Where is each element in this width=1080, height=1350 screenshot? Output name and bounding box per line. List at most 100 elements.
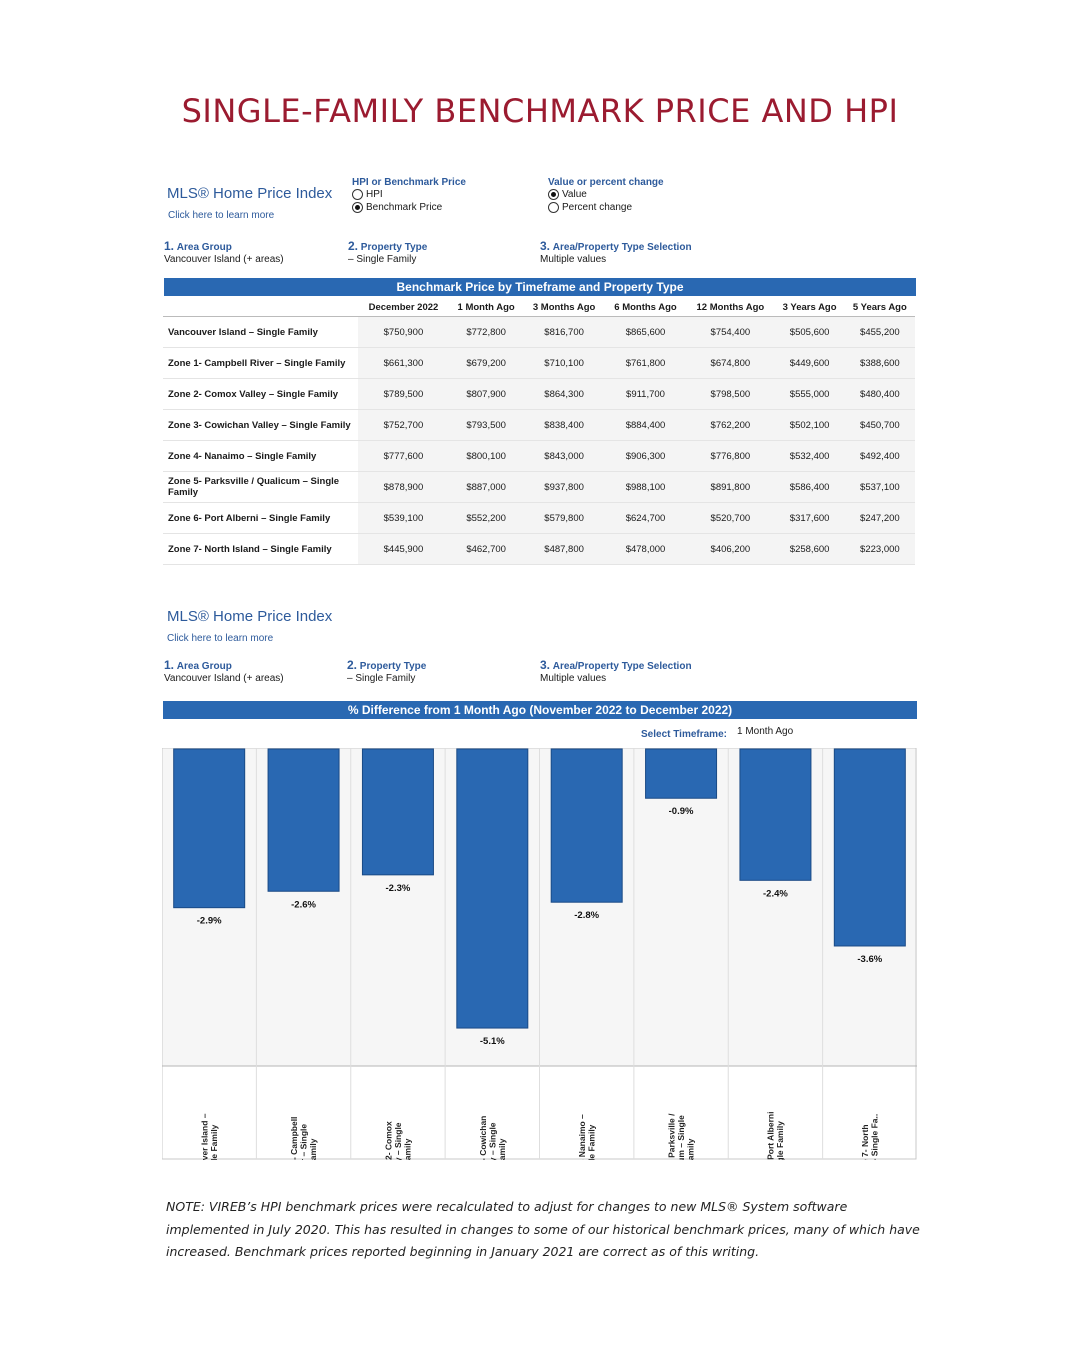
row-area-name: Zone 1- Campbell River – Single Family	[163, 347, 358, 379]
chart-category-label-line: Zone 7- North	[860, 1124, 870, 1160]
table-cell-price: $884,400	[604, 409, 687, 441]
step-area-group-2[interactable]: 1. Area Group Vancouver Island (+ areas)	[164, 659, 284, 685]
step-value: Vancouver Island (+ areas)	[164, 254, 284, 265]
chart-bar	[173, 748, 246, 909]
radio-label: HPI	[366, 189, 383, 200]
table-header-blank	[163, 298, 358, 317]
radio-hpi[interactable]: HPI	[352, 189, 383, 200]
radio-label: Benchmark Price	[366, 202, 443, 213]
radio-circle-icon[interactable]	[352, 189, 363, 200]
step-property-type-2[interactable]: 2. Property Type – Single Family	[347, 659, 426, 685]
table-cell-price: $552,200	[448, 502, 524, 534]
table-cell-price: $505,600	[774, 316, 845, 348]
table-header: 3 Months Ago	[523, 298, 605, 317]
table-cell-price: $462,700	[448, 533, 524, 565]
chart-category-label: Zone 5- Parksville /Qualicum – SingleFam…	[667, 1113, 696, 1160]
step-value: – Single Family	[348, 254, 417, 265]
radio-label: Value	[562, 189, 587, 200]
table-cell-price: $816,700	[523, 316, 605, 348]
chart-data-label: -3.6%	[857, 954, 882, 965]
table-cell-price: $586,400	[774, 471, 845, 503]
radio-label: Percent change	[562, 202, 633, 213]
table-header: December 2022	[358, 298, 449, 317]
chart-bar	[833, 748, 906, 947]
step-area-property-selection[interactable]: 3. Area/Property Type Selection Multiple…	[540, 240, 692, 266]
table-cell-price: $937,800	[523, 471, 605, 503]
pct-difference-chart: -2.9%Vancouver Island –Single Family-2.6…	[162, 748, 917, 1160]
table-cell-price: $223,000	[844, 533, 915, 565]
benchmark-table-banner: Benchmark Price by Timeframe and Propert…	[164, 278, 916, 296]
table-cell-price: $445,900	[358, 533, 449, 565]
table-cell-price: $752,700	[358, 409, 449, 441]
radio-circle-icon[interactable]	[548, 202, 559, 213]
table-cell-price: $317,600	[774, 502, 845, 534]
radio-selected-icon[interactable]	[352, 202, 363, 213]
chart-category-label-line: Zone 5- Parksville /	[667, 1113, 677, 1160]
chart-category-label-line: Single Family	[586, 1124, 596, 1160]
table-row: Zone 4- Nanaimo – Single Family $777,600 $…	[163, 440, 915, 472]
chart-category-label: Zone 1- CampbellRiver – SingleFamily	[289, 1117, 318, 1160]
table-cell-price: $776,800	[686, 440, 775, 472]
chart-category-label-line: Family	[402, 1138, 412, 1160]
table-cell-price: $772,800	[448, 316, 524, 348]
radio-percent-change[interactable]: Percent change	[548, 202, 632, 213]
step-number: 3.	[540, 658, 551, 672]
table-header: 6 Months Ago	[604, 298, 687, 317]
value-or-percent-title: Value or percent change	[548, 177, 664, 188]
step-label: Area Group	[176, 661, 232, 672]
table-row: Zone 1- Campbell River – Single Family $6…	[163, 347, 915, 379]
table-cell-price: $555,000	[774, 378, 845, 410]
table-cell-price: $891,800	[686, 471, 775, 503]
chart-category-label: Zone 7- NorthIsland – Single Fa..	[860, 1114, 880, 1160]
radio-selected-icon[interactable]	[548, 189, 559, 200]
step-property-type[interactable]: 2. Property Type – Single Family	[348, 240, 427, 266]
radio-value[interactable]: Value	[548, 189, 587, 200]
table-header: 1 Month Ago	[448, 298, 524, 317]
step-value: Multiple values	[540, 673, 607, 684]
step-number: 3.	[540, 239, 551, 253]
chart-category-label-line: Zone 2- Comox	[383, 1121, 393, 1160]
chart-category-label-line: Zone 1- Campbell	[289, 1117, 299, 1160]
chart-category-label-line: Zone 6- Port Alberni	[766, 1112, 776, 1160]
table-cell-price: $864,300	[523, 378, 605, 410]
table-cell-price: $449,600	[774, 347, 845, 379]
row-area-name: Vancouver Island – Single Family	[163, 316, 358, 348]
table-row: Zone 3- Cowichan Valley – Single Family $…	[163, 409, 915, 441]
step-area-property-selection-2[interactable]: 3. Area/Property Type Selection Multiple…	[540, 659, 692, 685]
table-cell-price: $406,200	[686, 533, 775, 565]
learn-more-link-2[interactable]: Click here to learn more	[167, 633, 274, 644]
step-number: 2.	[347, 658, 358, 672]
table-cell-price: $800,100	[448, 440, 524, 472]
table-cell-price: $750,900	[358, 316, 449, 348]
chart-data-label: -2.4%	[763, 888, 788, 899]
chart-category-label-line: Zone 3- Cowichan	[478, 1116, 488, 1160]
row-area-name: Zone 3- Cowichan Valley – Single Family	[163, 409, 358, 441]
learn-more-link[interactable]: Click here to learn more	[168, 210, 275, 221]
mls-hpi-brand-2: MLS® Home Price Index	[167, 608, 333, 625]
step-value: Vancouver Island (+ areas)	[164, 673, 284, 684]
table-cell-price: $988,100	[604, 471, 687, 503]
chart-category-label: Zone 3- CowichanValley – SingleFamily	[478, 1116, 507, 1160]
chart-category-label: Zone 6- Port Alberni– Single Family	[766, 1112, 786, 1160]
chart-category-label-line: River – Single	[299, 1124, 309, 1160]
step-label: Property Type	[359, 661, 427, 672]
step-number: 2.	[348, 239, 359, 253]
table-cell-price: $878,900	[358, 471, 449, 503]
table-cell-price: $674,800	[686, 347, 775, 379]
table-cell-price: $793,500	[448, 409, 524, 441]
table-cell-price: $520,700	[686, 502, 775, 534]
benchmark-price-table: December 2022 1 Month Ago 3 Months Ago 6…	[163, 298, 915, 565]
table-cell-price: $624,700	[604, 502, 687, 534]
table-cell-price: $455,200	[844, 316, 915, 348]
step-label: Property Type	[360, 242, 428, 253]
chart-data-label: -5.1%	[480, 1036, 505, 1047]
chart-category-label-line: Island – Single Fa..	[870, 1114, 880, 1160]
radio-benchmark-price[interactable]: Benchmark Price	[352, 202, 442, 213]
chart-data-label: -2.6%	[291, 899, 316, 910]
table-header-row: December 2022 1 Month Ago 3 Months Ago 6…	[163, 298, 915, 317]
row-area-name: Zone 5- Parksville / Qualicum – Single F…	[163, 471, 358, 503]
chart-data-label: -0.9%	[669, 806, 694, 817]
step-area-group[interactable]: 1. Area Group Vancouver Island (+ areas)	[164, 240, 284, 266]
footnote: NOTE: VIREB’s HPI benchmark prices were …	[166, 1199, 920, 1259]
select-timeframe-dropdown[interactable]: 1 Month Ago	[737, 726, 794, 737]
